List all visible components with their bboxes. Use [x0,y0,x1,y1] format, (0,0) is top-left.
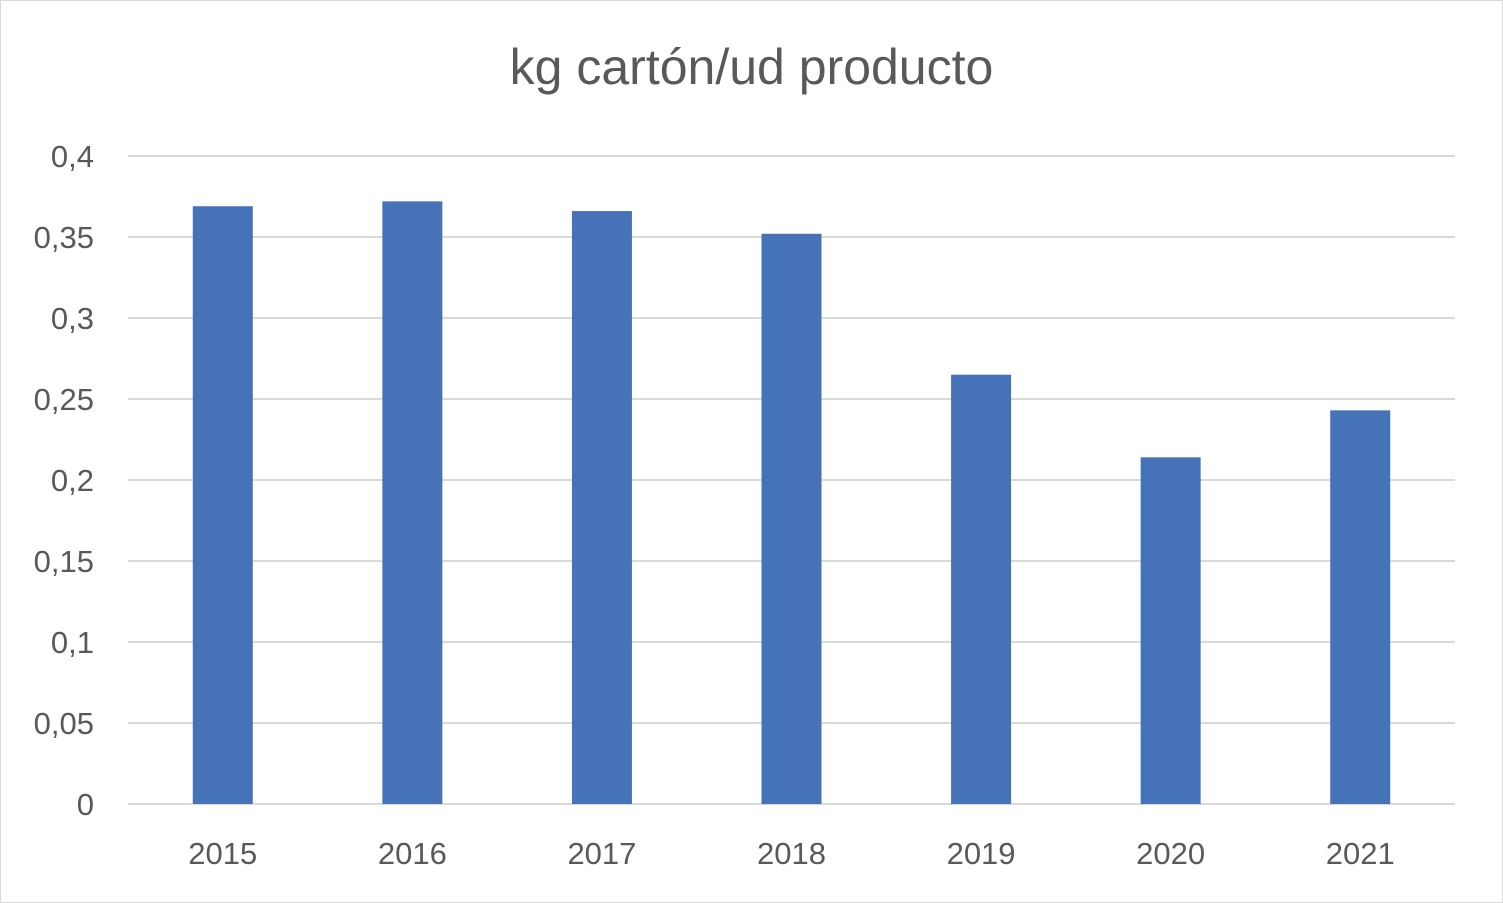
x-tick-label: 2015 [188,836,257,871]
x-tick-label: 2017 [567,836,636,871]
bar-2017 [571,211,632,804]
chart-title: kg cartón/ud producto [509,39,994,95]
y-tick-label: 0,2 [51,463,94,498]
bar-2019 [951,374,1012,804]
y-tick-label: 0 [77,787,94,822]
bar-2020 [1140,457,1201,804]
bar-2018 [761,233,822,804]
y-tick-label: 0,05 [34,706,94,741]
y-tick-label: 0,15 [34,544,94,579]
y-tick-label: 0,3 [51,301,94,336]
x-tick-label: 2021 [1326,836,1395,871]
x-tick-label: 2020 [1136,836,1205,871]
x-axis-ticks: 2015 2016 2017 2018 2019 2020 2021 [188,836,1394,871]
y-axis-ticks: 0 0,05 0,1 0,15 0,2 0,25 0,3 0,35 0,4 [34,139,94,822]
y-tick-label: 0,35 [34,220,94,255]
y-tick-label: 0,25 [34,382,94,417]
bar-2015 [192,206,253,805]
bars [192,201,1391,805]
y-tick-label: 0,1 [51,625,94,660]
bar-2016 [382,201,443,805]
x-tick-label: 2018 [757,836,826,871]
x-tick-label: 2019 [947,836,1016,871]
y-tick-label: 0,4 [51,139,94,174]
x-tick-label: 2016 [378,836,447,871]
bar-2021 [1330,410,1391,804]
